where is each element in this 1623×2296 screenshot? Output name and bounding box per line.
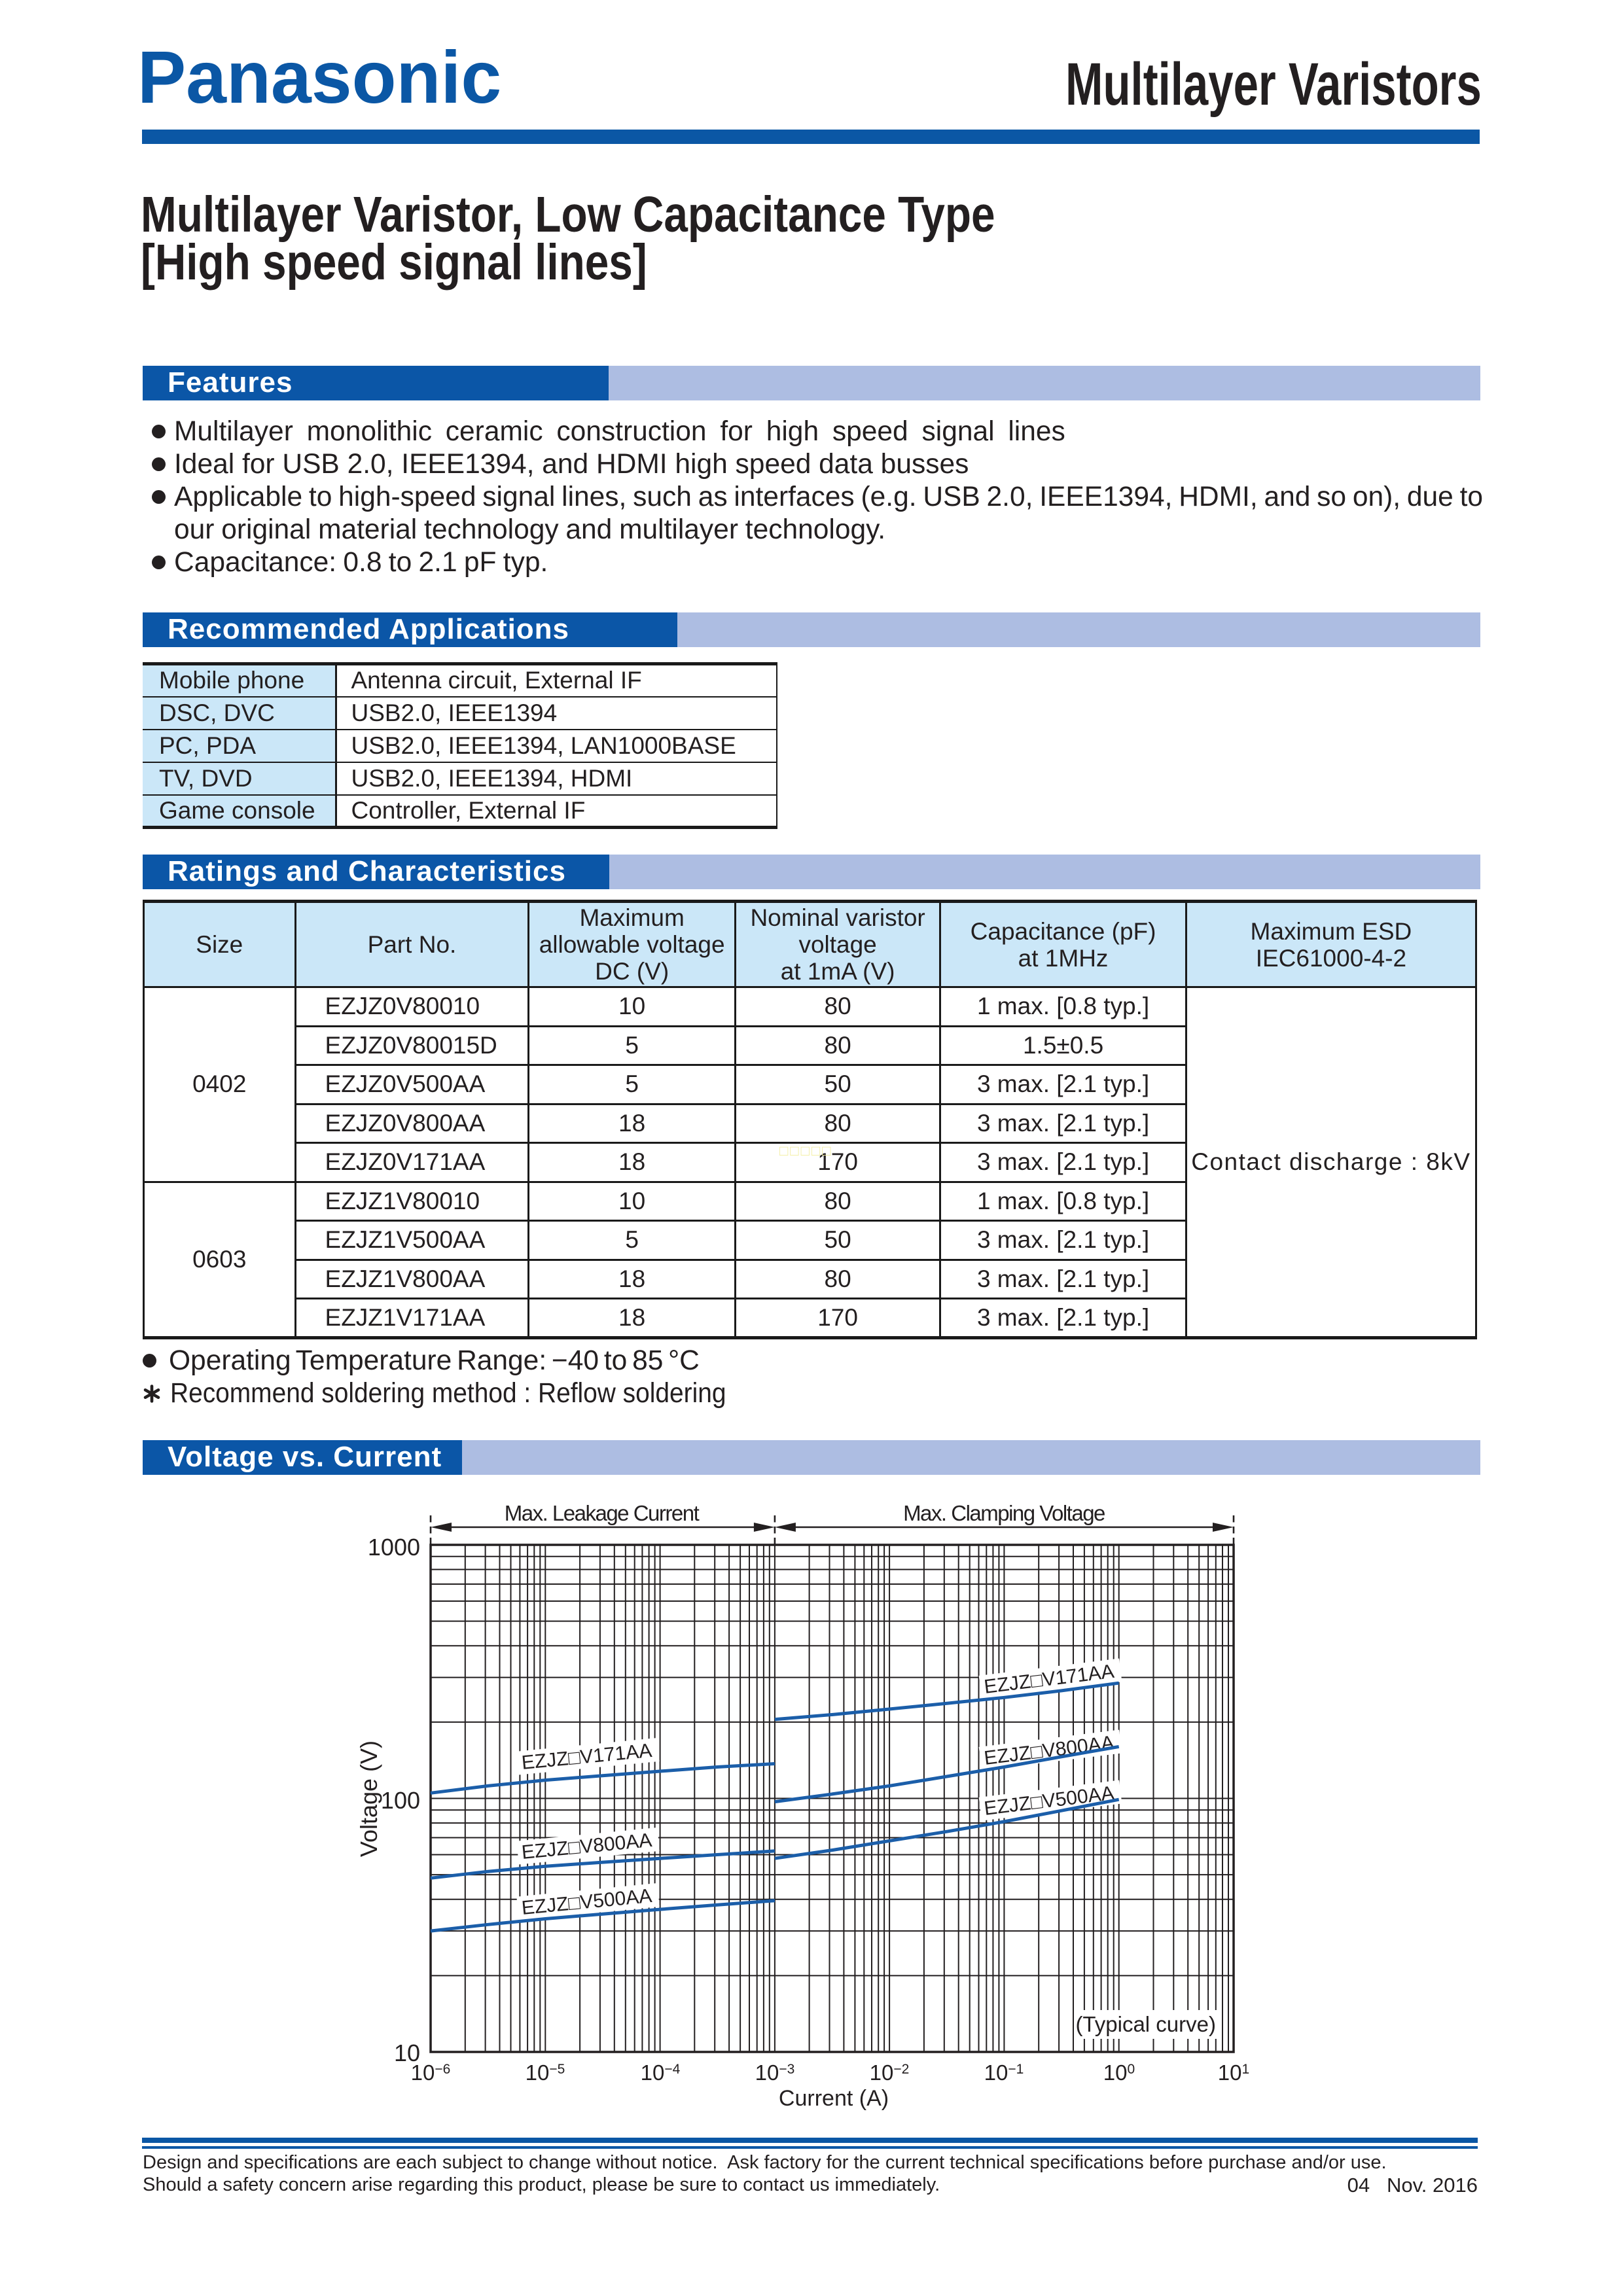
- svg-text:10−6: 10−6: [411, 2060, 451, 2085]
- svg-text:10−3: 10−3: [755, 2060, 795, 2085]
- svg-text:Max. Clamping Voltage: Max. Clamping Voltage: [903, 1501, 1105, 1525]
- svg-text:Max. Leakage Current: Max. Leakage Current: [505, 1501, 700, 1525]
- svg-text:10−1: 10−1: [984, 2060, 1024, 2085]
- svg-text:100: 100: [1103, 2060, 1135, 2085]
- svg-text:(Typical curve): (Typical curve): [1075, 2012, 1216, 2036]
- svg-text:Voltage (V): Voltage (V): [355, 1740, 382, 1857]
- svg-text:101: 101: [1218, 2060, 1249, 2085]
- svg-text:10−4: 10−4: [641, 2060, 681, 2085]
- svg-text:10: 10: [394, 2040, 420, 2066]
- svg-text:1000: 1000: [368, 1534, 420, 1561]
- svg-text:Current (A): Current (A): [779, 2086, 889, 2111]
- svg-text:10−2: 10−2: [870, 2060, 910, 2085]
- svg-text:10−5: 10−5: [526, 2060, 565, 2085]
- svg-text:100: 100: [381, 1787, 420, 1814]
